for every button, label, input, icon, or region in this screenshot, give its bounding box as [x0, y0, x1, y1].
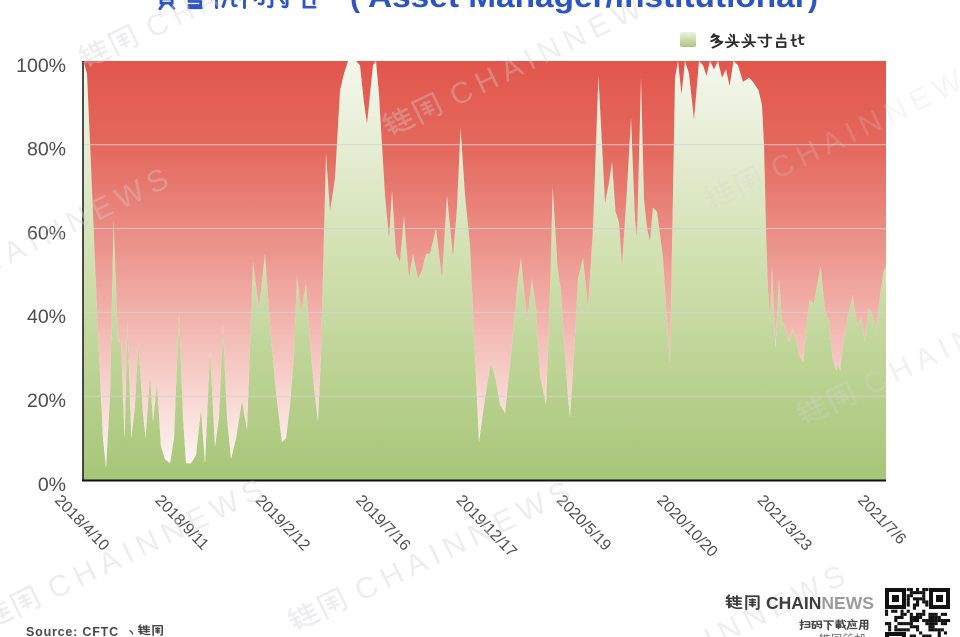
svg-text:2019/7/16: 2019/7/16 — [352, 492, 413, 555]
svg-text:CHAINNEWS: CHAINNEWS — [141, 0, 373, 45]
svg-text:CHAINNEWS: CHAINNEWS — [766, 593, 874, 613]
svg-text:2020/10/20: 2020/10/20 — [653, 492, 720, 561]
svg-text:20%: 20% — [27, 390, 66, 412]
svg-text:60%: 60% — [27, 222, 66, 244]
svg-text:40%: 40% — [27, 306, 66, 328]
svg-text:2021/7/6: 2021/7/6 — [854, 492, 909, 548]
svg-text:Source: CFTC: Source: CFTC — [26, 625, 119, 637]
svg-text:CHAINNEWS: CHAINNEWS — [43, 470, 275, 606]
svg-text:0%: 0% — [38, 474, 66, 496]
svg-text:(: ( — [350, 0, 360, 14]
svg-text:): ) — [808, 0, 818, 14]
svg-text:2018/4/10: 2018/4/10 — [51, 492, 112, 555]
svg-text:80%: 80% — [27, 139, 66, 161]
svg-text:100%: 100% — [16, 55, 66, 77]
svg-text:Asset Manager/Institutional: Asset Manager/Institutional — [368, 0, 804, 14]
svg-text:2021/3/23: 2021/3/23 — [754, 492, 815, 555]
